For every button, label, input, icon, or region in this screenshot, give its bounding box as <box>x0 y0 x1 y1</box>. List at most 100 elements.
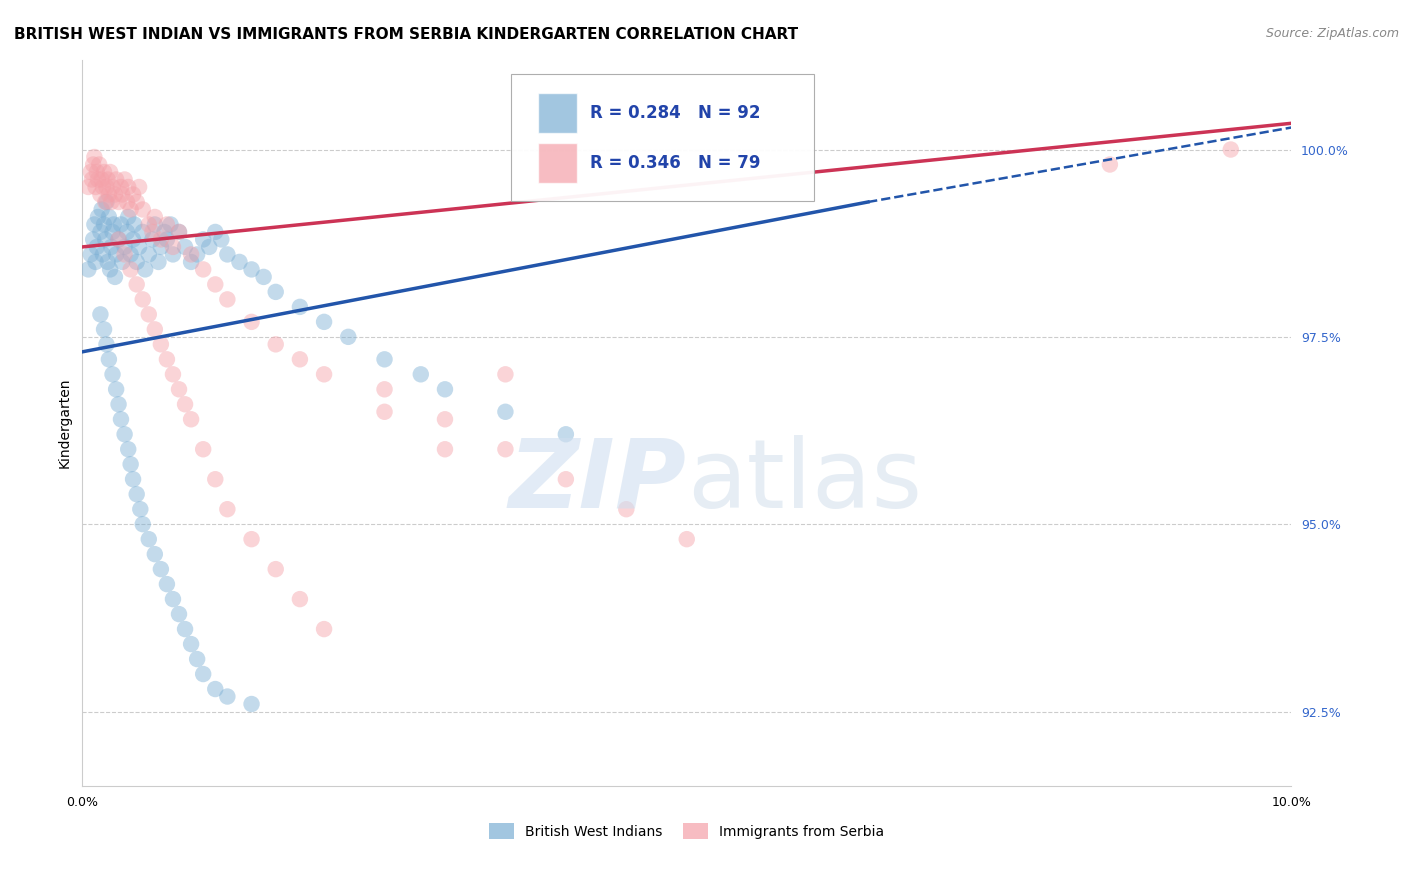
Point <box>101 225 124 239</box>
Point <box>138 532 160 546</box>
Point <box>312 368 335 382</box>
Point <box>103 218 125 232</box>
Point <box>198 240 221 254</box>
Point <box>100 194 122 209</box>
Point <box>228 255 250 269</box>
Point <box>89 225 111 239</box>
Point <box>98 262 121 277</box>
Point <box>107 194 129 209</box>
Point <box>204 681 226 696</box>
Point <box>91 247 114 261</box>
Point <box>105 172 128 186</box>
Point <box>138 218 160 232</box>
Point <box>174 240 197 254</box>
Point <box>111 187 134 202</box>
Point <box>186 247 208 261</box>
Point <box>156 232 179 246</box>
Point <box>93 165 115 179</box>
Point <box>1098 157 1121 171</box>
Point <box>100 240 122 254</box>
Point <box>180 255 202 269</box>
Point <box>143 547 166 561</box>
Point <box>288 352 311 367</box>
Point <box>114 172 136 186</box>
Point <box>110 412 132 426</box>
Point <box>312 315 335 329</box>
Point <box>240 697 263 711</box>
Text: ZIP: ZIP <box>509 434 686 528</box>
Point <box>87 172 110 186</box>
Point <box>114 247 136 261</box>
Point <box>105 382 128 396</box>
Point <box>83 150 105 164</box>
Point <box>96 194 118 209</box>
Point <box>107 232 129 246</box>
Point <box>97 172 120 186</box>
Point <box>82 157 104 171</box>
Point <box>104 269 127 284</box>
Bar <box>538 143 576 183</box>
Point <box>84 180 107 194</box>
Point <box>89 307 111 321</box>
Point <box>114 427 136 442</box>
Point <box>143 218 166 232</box>
Point <box>97 210 120 224</box>
Point <box>93 218 115 232</box>
Point <box>143 210 166 224</box>
Point <box>80 165 103 179</box>
Point <box>110 218 132 232</box>
Point <box>149 337 172 351</box>
Point <box>156 352 179 367</box>
Point <box>554 472 576 486</box>
Point <box>91 180 114 194</box>
Point <box>1219 143 1241 157</box>
Point <box>264 337 287 351</box>
Point <box>494 368 516 382</box>
Point <box>433 382 456 396</box>
Point <box>217 293 239 307</box>
Point <box>90 202 112 217</box>
Point <box>494 405 516 419</box>
Point <box>111 255 134 269</box>
Point <box>132 202 155 217</box>
Point <box>159 218 181 232</box>
Text: atlas: atlas <box>686 434 922 528</box>
Point <box>122 187 145 202</box>
Point <box>132 293 155 307</box>
FancyBboxPatch shape <box>512 74 814 202</box>
Point <box>149 240 172 254</box>
Point <box>132 225 155 239</box>
Point <box>117 180 139 194</box>
Point <box>117 210 139 224</box>
Legend: British West Indians, Immigrants from Serbia: British West Indians, Immigrants from Se… <box>484 818 890 845</box>
Point <box>97 352 120 367</box>
Point <box>124 218 146 232</box>
Point <box>156 218 179 232</box>
Point <box>162 247 184 261</box>
Point <box>97 255 120 269</box>
Point <box>193 442 215 457</box>
Point <box>128 180 150 194</box>
Point <box>554 427 576 442</box>
Point <box>149 232 172 246</box>
Point <box>101 368 124 382</box>
Point <box>104 187 127 202</box>
Point <box>138 247 160 261</box>
Point <box>128 240 150 254</box>
Point <box>86 165 108 179</box>
Point <box>180 247 202 261</box>
Point <box>193 667 215 681</box>
Point <box>204 277 226 292</box>
Point <box>167 225 190 239</box>
Point <box>167 607 190 621</box>
Point <box>101 180 124 194</box>
Y-axis label: Kindergarten: Kindergarten <box>58 378 72 468</box>
Point <box>94 194 117 209</box>
Point <box>89 187 111 202</box>
Point <box>167 382 190 396</box>
Point <box>107 397 129 411</box>
Point <box>89 157 111 171</box>
Point <box>117 442 139 457</box>
Point <box>120 457 142 471</box>
Point <box>264 285 287 299</box>
